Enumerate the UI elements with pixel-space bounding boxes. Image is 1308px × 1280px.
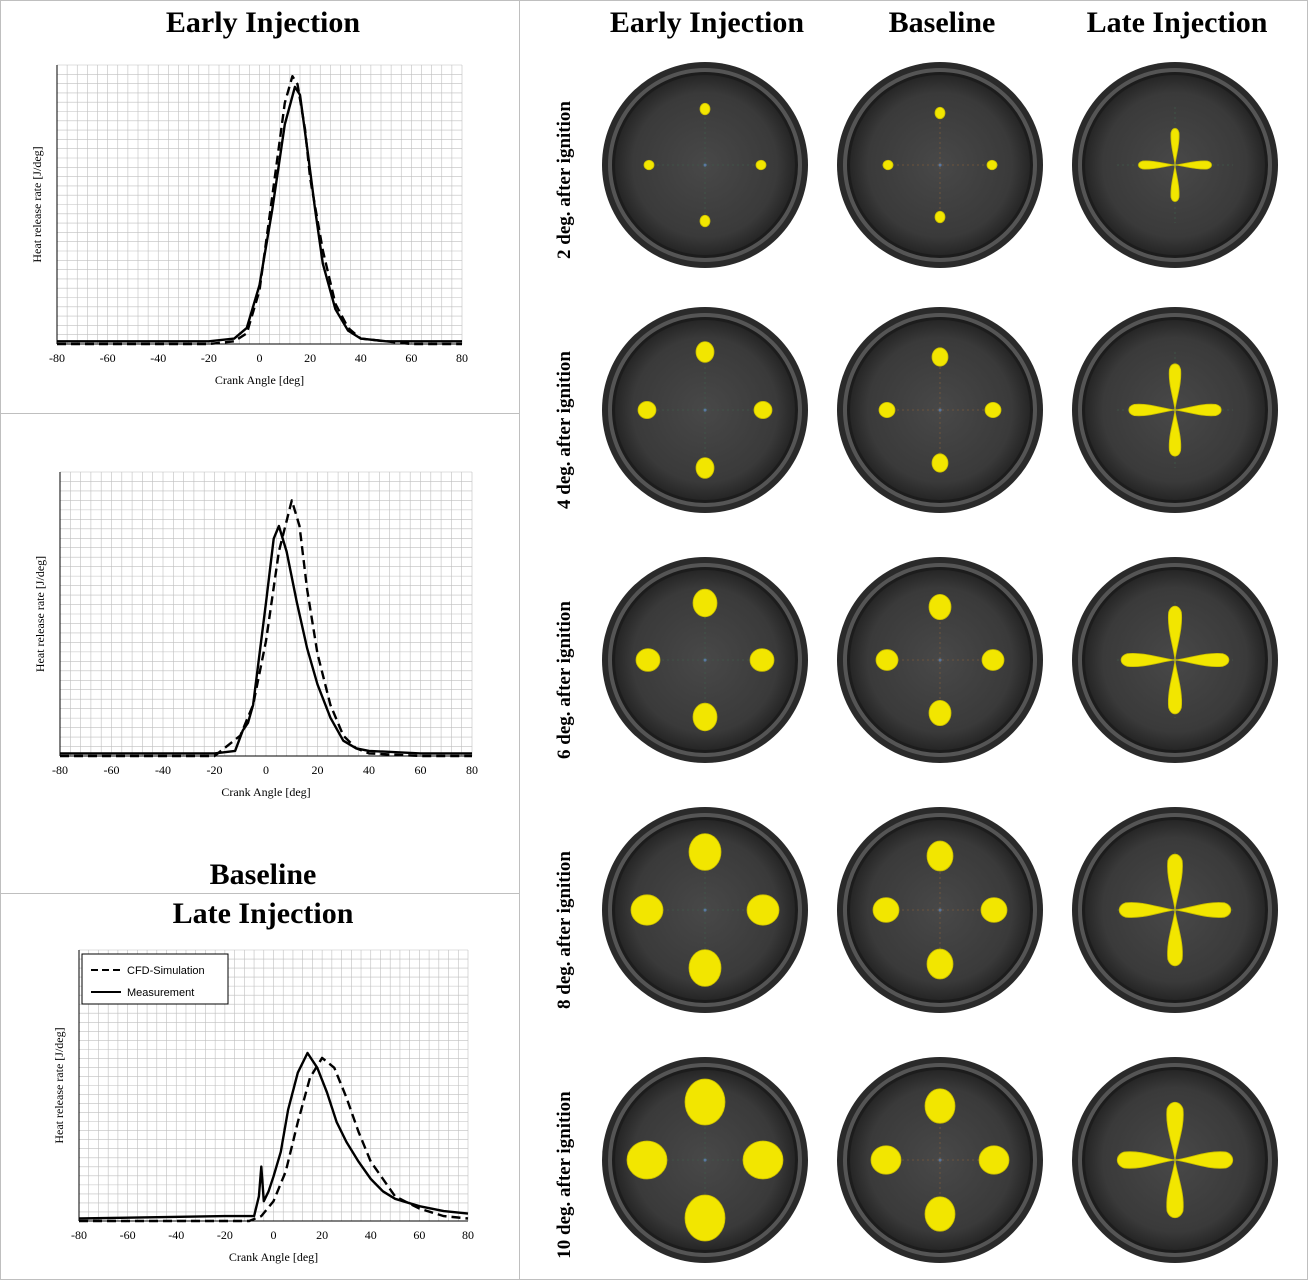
x-tick-label: -60 [100, 351, 116, 365]
chamber-image-r5-c3 [1072, 1057, 1278, 1263]
chamber-image-r3-c3 [1072, 557, 1278, 763]
x-tick-label: 60 [405, 351, 417, 365]
chart-legend: CFD-Simulation Measurement [81, 953, 229, 1005]
chart-grid [59, 471, 473, 757]
x-tick-label: 0 [257, 351, 263, 365]
x-tick-label: -60 [104, 763, 120, 777]
flame-image-grid [602, 62, 1278, 1263]
chamber-image-r5-c1 [602, 1057, 808, 1263]
x-tick-label: -40 [155, 763, 171, 777]
x-tick-label: -80 [49, 351, 65, 365]
column-header-baseline: Baseline [888, 6, 996, 39]
x-tick-label: 20 [316, 1228, 328, 1242]
x-tick-label: 80 [462, 1228, 474, 1242]
column-divider [519, 0, 520, 1280]
left-title-late: Late Injection [172, 897, 354, 930]
chamber-image-r1-c2 [837, 62, 1043, 268]
chamber-image-r1-c3 [1072, 62, 1278, 268]
x-axis-label: Crank Angle [deg] [229, 1250, 318, 1264]
row-divider-1 [0, 413, 519, 414]
x-tick-label: -40 [150, 351, 166, 365]
chart-early-injection: -80 -60 -40 -20 0 20 40 60 80 Crank Angle [deg] He… [30, 64, 468, 387]
x-tick-label: -20 [217, 1228, 233, 1242]
series-line [57, 85, 462, 343]
series-line [78, 1051, 469, 1220]
x-tick-label: -80 [52, 763, 68, 777]
chamber-image-r5-c2 [837, 1057, 1043, 1263]
x-tick-label: 0 [271, 1228, 277, 1242]
x-tick-label: 20 [312, 763, 324, 777]
chamber-image-r2-c3 [1072, 307, 1278, 513]
chamber-image-r4-c1 [602, 807, 808, 1013]
x-tick-label: 80 [456, 351, 468, 365]
x-tick-label: 60 [415, 763, 427, 777]
x-tick-label: -60 [120, 1228, 136, 1242]
chamber-image-r4-c3 [1072, 807, 1278, 1013]
x-tick-label: 20 [304, 351, 316, 365]
row-divider-2 [0, 893, 519, 894]
chart-late-injection: -80 -60 -40 -20 0 20 40 60 80 Crank Angle [deg] He… [52, 949, 474, 1264]
column-header-late: Late Injection [1086, 6, 1268, 39]
x-axis-label: Crank Angle [deg] [221, 785, 310, 799]
series-line [60, 524, 472, 755]
y-axis-label: Heat release rate [J/deg] [52, 1027, 66, 1143]
column-header-early: Early Injection [609, 6, 805, 39]
legend-entry: Measurement [127, 987, 194, 999]
legend-entry: CFD-Simulation [127, 965, 205, 977]
y-axis-label: Heat release rate [J/deg] [30, 146, 44, 262]
chamber-image-r3-c2 [837, 557, 1043, 763]
x-tick-label: 40 [355, 351, 367, 365]
x-tick-label: 40 [365, 1228, 377, 1242]
x-tick-label: -40 [168, 1228, 184, 1242]
x-tick-label: 40 [363, 763, 375, 777]
x-axis-label: Crank Angle [deg] [215, 373, 304, 387]
x-tick-label: 0 [263, 763, 269, 777]
x-tick-label: -20 [201, 351, 217, 365]
chart-grid [56, 64, 463, 345]
chamber-image-r4-c2 [837, 807, 1043, 1013]
y-axis-label: Heat release rate [J/deg] [33, 556, 47, 672]
x-tick-label: 60 [413, 1228, 425, 1242]
chamber-image-r2-c2 [837, 307, 1043, 513]
chamber-image-r3-c1 [602, 557, 808, 763]
left-title-early: Early Injection [165, 6, 361, 39]
x-tick-label: 80 [466, 763, 478, 777]
x-tick-label: -20 [207, 763, 223, 777]
chart-baseline: -80 -60 -40 -20 0 20 40 60 80 Crank Angle [deg] He… [33, 471, 478, 799]
chamber-image-r2-c1 [602, 307, 808, 513]
x-tick-label: -80 [71, 1228, 87, 1242]
chamber-image-r1-c1 [602, 62, 808, 268]
left-title-baseline: Baseline [209, 858, 317, 891]
